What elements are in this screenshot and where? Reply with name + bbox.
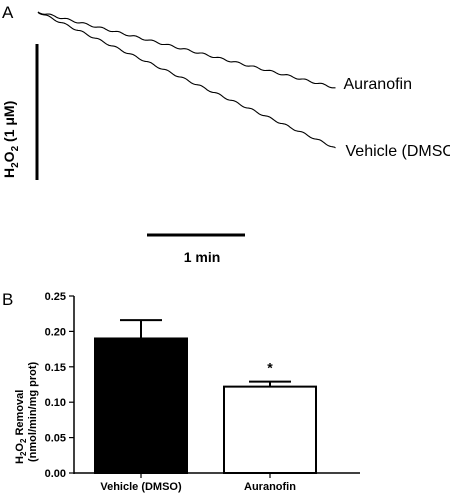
bar-vehicle-dmso [94,337,188,475]
y-tick-label: 0.20 [45,326,66,338]
trace-label-group: Auranofin Vehicle (DMSO) [344,76,450,160]
y-tick-label: 0.10 [45,397,66,409]
bar-chart-ylabel-line2: (nmol/min/mg prot) [27,361,39,462]
trace-auranofin [37,11,336,89]
significance-marker: * [267,360,273,376]
trace-label-auranofin: Auranofin [344,76,413,93]
bar-chart-ylabel-line1: H2O2 Removal [14,390,28,464]
bar-auranofin [223,385,317,474]
y-tick-label: 0.05 [45,433,66,445]
category-label-auranofin: Auranofin [244,481,296,493]
y-tick-label: 0.25 [45,291,66,303]
y-tick-group: 0.00 0.05 0.10 0.15 0.20 0.25 [45,291,74,480]
y-tick-label: 0.15 [45,362,66,374]
panel-b-letter: B [2,290,13,309]
category-label-vehicle-dmso: Vehicle (DMSO) [100,481,182,493]
bar-group [94,319,317,475]
panel-a-letter: A [2,3,14,22]
trace-group [37,11,336,149]
concentration-scale-label: H2O2 (1 μM) [1,101,21,178]
time-scale-label: 1 min [184,249,221,265]
y-tick-label: 0.00 [45,468,66,480]
trace-vehicle-dmso [37,11,336,149]
category-label-group: Vehicle (DMSO) Auranofin [100,473,296,493]
trace-label-vehicle-dmso: Vehicle (DMSO) [346,143,450,160]
